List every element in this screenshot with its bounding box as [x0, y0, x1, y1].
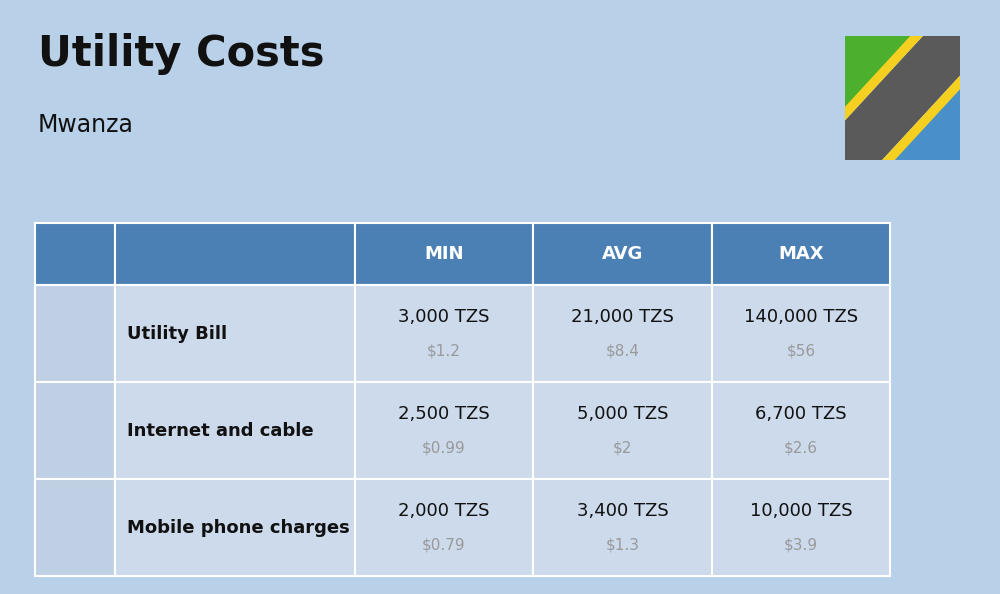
Text: $1.2: $1.2 [427, 344, 461, 359]
Polygon shape [845, 36, 923, 121]
FancyBboxPatch shape [712, 285, 890, 382]
FancyBboxPatch shape [35, 285, 115, 382]
Text: 21,000 TZS: 21,000 TZS [571, 308, 674, 326]
Text: 2,500 TZS: 2,500 TZS [398, 405, 490, 423]
Text: 3,000 TZS: 3,000 TZS [398, 308, 490, 326]
Text: $3.9: $3.9 [784, 538, 818, 553]
FancyBboxPatch shape [533, 285, 712, 382]
Text: 3,400 TZS: 3,400 TZS [577, 502, 668, 520]
Polygon shape [845, 36, 914, 116]
FancyBboxPatch shape [35, 382, 115, 479]
FancyBboxPatch shape [115, 382, 355, 479]
Text: Utility Bill: Utility Bill [127, 325, 227, 343]
Text: 140,000 TZS: 140,000 TZS [744, 308, 858, 326]
Text: $1.3: $1.3 [606, 538, 640, 553]
Text: $2: $2 [613, 441, 632, 456]
FancyBboxPatch shape [712, 382, 890, 479]
FancyBboxPatch shape [355, 382, 533, 479]
FancyBboxPatch shape [355, 223, 533, 285]
Text: 2,000 TZS: 2,000 TZS [398, 502, 490, 520]
Text: 5,000 TZS: 5,000 TZS [577, 405, 668, 423]
FancyBboxPatch shape [533, 223, 712, 285]
FancyBboxPatch shape [355, 285, 533, 382]
Text: MIN: MIN [424, 245, 464, 263]
Text: Mwanza: Mwanza [38, 113, 134, 137]
Text: AVG: AVG [602, 245, 643, 263]
Text: $56: $56 [787, 344, 816, 359]
Text: $8.4: $8.4 [606, 344, 639, 359]
Text: Mobile phone charges: Mobile phone charges [127, 519, 350, 536]
FancyBboxPatch shape [712, 479, 890, 576]
Text: 6,700 TZS: 6,700 TZS [755, 405, 847, 423]
Polygon shape [845, 36, 960, 160]
Polygon shape [882, 75, 960, 160]
FancyBboxPatch shape [533, 479, 712, 576]
Text: $0.99: $0.99 [422, 441, 466, 456]
Text: $2.6: $2.6 [784, 441, 818, 456]
Text: 10,000 TZS: 10,000 TZS [750, 502, 852, 520]
FancyBboxPatch shape [35, 479, 115, 576]
FancyBboxPatch shape [712, 223, 890, 285]
FancyBboxPatch shape [115, 223, 355, 285]
Text: Internet and cable: Internet and cable [127, 422, 314, 440]
FancyBboxPatch shape [115, 479, 355, 576]
Text: Utility Costs: Utility Costs [38, 33, 324, 75]
FancyBboxPatch shape [35, 223, 115, 285]
FancyBboxPatch shape [533, 382, 712, 479]
FancyBboxPatch shape [115, 285, 355, 382]
Text: $0.79: $0.79 [422, 538, 466, 553]
Polygon shape [891, 79, 960, 160]
FancyBboxPatch shape [355, 479, 533, 576]
Text: MAX: MAX [778, 245, 824, 263]
